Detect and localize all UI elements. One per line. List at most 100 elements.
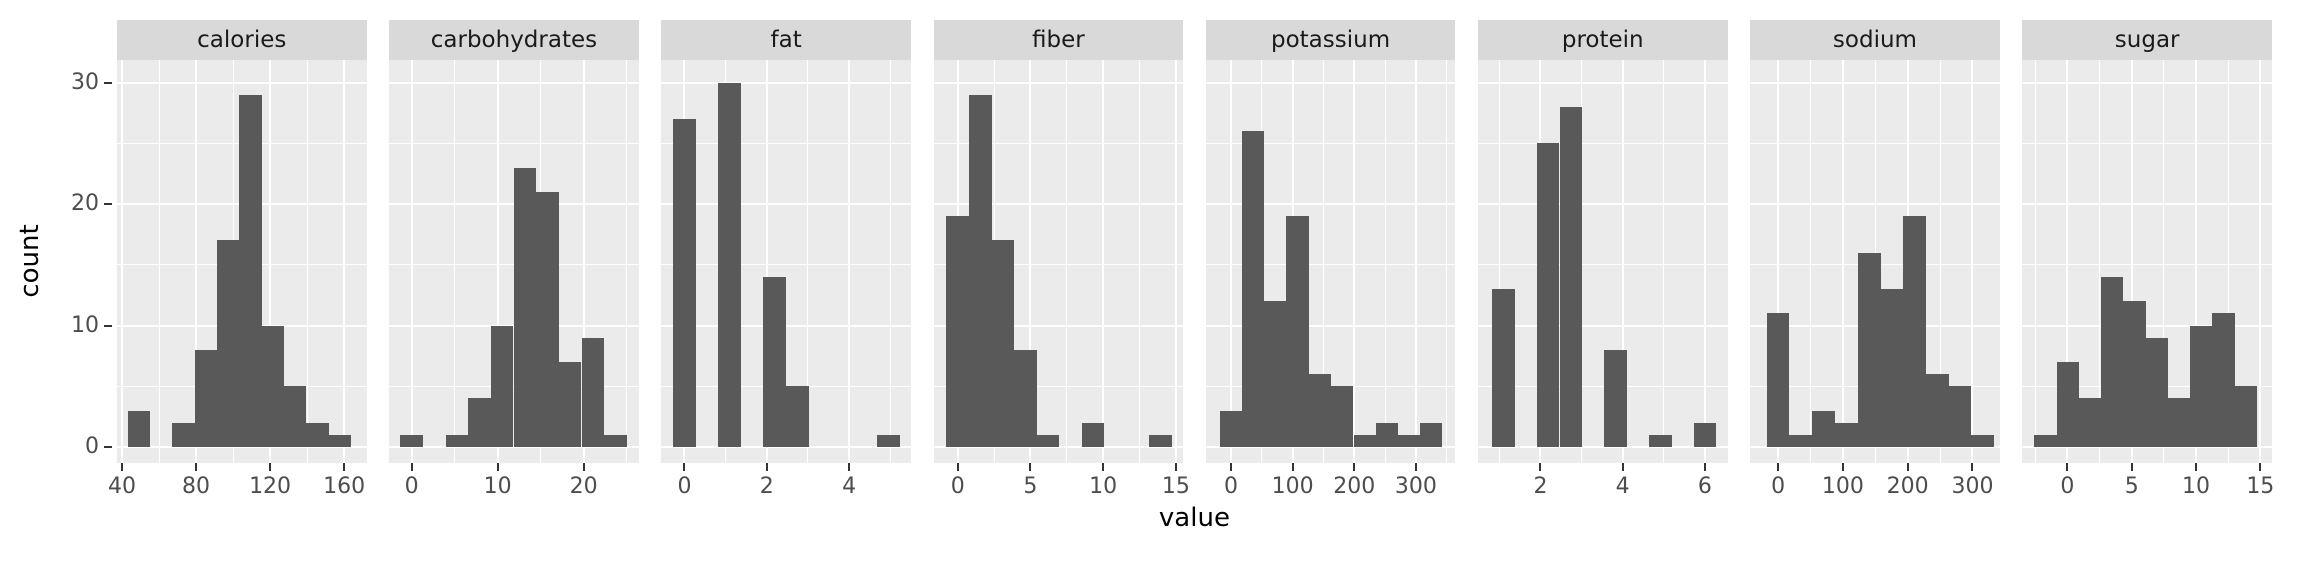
x-tick-mark <box>496 463 499 471</box>
minor-gridline <box>1066 60 1068 463</box>
histogram-bar <box>306 422 329 447</box>
major-gridline <box>1205 324 1456 327</box>
histogram-bar <box>2034 434 2057 447</box>
histogram-bar <box>1694 422 1717 447</box>
x-tick-label: 100 <box>1271 474 1314 499</box>
y-tick-label: 10 <box>71 312 99 338</box>
x-tick-label: 15 <box>2246 474 2275 499</box>
major-gridline <box>1478 81 1728 84</box>
x-tick-label: 0 <box>950 474 965 499</box>
major-gridline <box>933 446 1184 448</box>
major-gridline <box>933 81 1184 84</box>
x-tick-label: 2 <box>759 474 774 499</box>
facet-strip-label: protein <box>1561 27 1644 53</box>
histogram-bar <box>127 410 150 447</box>
minor-gridline <box>1478 385 1728 387</box>
histogram-bar <box>1812 410 1835 447</box>
major-gridline <box>661 203 911 205</box>
histogram-bar <box>2145 337 2168 447</box>
facet-strip-fiber: fiber <box>933 20 1184 60</box>
y-tick-label: 20 <box>71 191 99 216</box>
minor-gridline <box>2163 60 2165 463</box>
histogram-bar <box>558 361 582 447</box>
histogram-bar <box>1835 422 1859 447</box>
minor-gridline <box>1205 264 1456 266</box>
x-tick-label: 10 <box>1089 474 1118 499</box>
major-gridline <box>661 446 911 448</box>
major-gridline <box>582 60 585 463</box>
x-tick-label: 200 <box>1333 474 1376 499</box>
histogram-bar <box>1766 313 1790 447</box>
histogram-bar <box>2123 301 2146 447</box>
histogram-bar <box>1242 131 1265 447</box>
histogram-bar <box>1036 434 1060 447</box>
x-tick-mark <box>2195 463 2198 471</box>
major-gridline <box>1750 81 2000 84</box>
major-gridline <box>1971 60 1974 463</box>
histogram-bar <box>284 386 307 447</box>
x-tick-label: 6 <box>1697 474 1712 499</box>
major-gridline <box>661 324 911 327</box>
histogram-bar <box>1649 434 1672 447</box>
x-tick-mark <box>410 463 413 471</box>
facet-panel-fat <box>661 60 911 463</box>
histogram-bar <box>2101 276 2124 447</box>
x-tick-mark <box>1777 463 1780 471</box>
major-gridline <box>120 60 123 463</box>
facet-panel-calories <box>117 60 367 463</box>
histogram-bar <box>490 325 514 447</box>
major-gridline <box>195 60 198 463</box>
facet-strip-label: calories <box>197 27 287 53</box>
histogram-bar <box>2167 398 2191 447</box>
major-gridline <box>2022 203 2272 205</box>
facet-strip-label: sugar <box>2114 27 2180 53</box>
major-gridline <box>269 60 272 463</box>
x-tick-mark <box>1703 463 1706 471</box>
x-tick-label: 100 <box>1821 474 1864 499</box>
major-gridline <box>661 81 911 84</box>
major-gridline <box>2022 446 2272 448</box>
minor-gridline <box>807 60 809 463</box>
x-tick-label: 0 <box>677 474 692 499</box>
x-tick-mark <box>848 463 851 471</box>
x-tick-label: 5 <box>1023 474 1038 499</box>
minor-gridline <box>1478 142 1728 144</box>
x-tick-mark <box>1841 463 1844 471</box>
major-gridline <box>2130 60 2133 463</box>
facet-strip-protein: protein <box>1478 20 1728 60</box>
x-tick-mark <box>2259 463 2262 471</box>
x-tick-label: 4 <box>1615 474 1630 499</box>
major-gridline <box>2022 81 2272 84</box>
facet-strip-calories: calories <box>117 20 367 60</box>
histogram-bar <box>968 94 992 447</box>
minor-gridline <box>1205 142 1456 144</box>
histogram-bar <box>1537 143 1560 447</box>
x-tick-label: 0 <box>404 474 419 499</box>
histogram-bar <box>673 118 696 447</box>
x-tick-label: 300 <box>1394 474 1437 499</box>
histogram-bar <box>513 167 537 447</box>
minor-gridline <box>1384 60 1386 463</box>
minor-gridline <box>1663 60 1665 463</box>
minor-gridline <box>1809 60 1811 463</box>
facet-panel-potassium <box>1205 60 1456 463</box>
major-gridline <box>1750 446 2000 448</box>
x-tick-label: 10 <box>483 474 512 499</box>
facet-strip-potassium: potassium <box>1205 20 1456 60</box>
y-tick-label: 30 <box>71 69 99 95</box>
y-tick-mark <box>104 446 112 448</box>
x-tick-label: 10 <box>2182 474 2211 499</box>
minor-gridline <box>1446 60 1448 463</box>
histogram-bar <box>1375 422 1398 447</box>
x-tick-label: 0 <box>1771 474 1786 499</box>
facet-strip-label: fiber <box>1031 27 1085 53</box>
histogram-bar <box>328 434 351 447</box>
histogram-bar <box>468 398 491 447</box>
major-gridline <box>1414 60 1417 463</box>
x-tick-mark <box>195 463 198 471</box>
x-tick-mark <box>1230 463 1233 471</box>
minor-gridline <box>306 60 308 463</box>
major-gridline <box>1478 446 1728 448</box>
histogram-bar <box>1559 106 1583 447</box>
